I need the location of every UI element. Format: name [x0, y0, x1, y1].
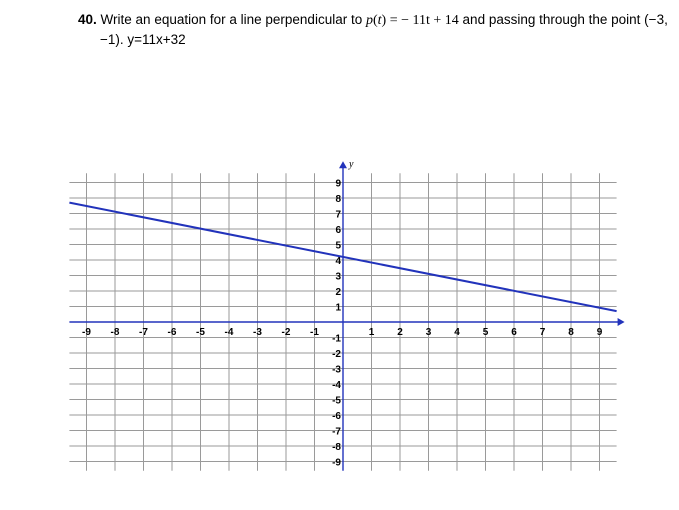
- y-tick-label: 4: [335, 256, 341, 267]
- x-tick-label: 3: [426, 327, 432, 338]
- y-tick-label: -7: [332, 427, 341, 438]
- x-tick-label: -4: [225, 327, 234, 338]
- x-tick-label: 5: [483, 327, 489, 338]
- y-tick-label: -4: [332, 380, 341, 391]
- axes: y: [69, 159, 625, 471]
- y-axis-arrow-icon: [339, 161, 347, 169]
- x-tick-label: 4: [454, 327, 460, 338]
- y-tick-label: -6: [332, 411, 341, 422]
- question-point: and passing through the point (−3,: [462, 12, 668, 27]
- question-text: 40. Write an equation for a line perpend…: [78, 10, 668, 49]
- question-prompt: Write an equation for a line perpendicul…: [100, 12, 363, 27]
- x-tick-label: 2: [397, 327, 403, 338]
- plotted-line: [69, 201, 617, 313]
- y-tick-label: -5: [332, 396, 341, 407]
- y-tick-label: 9: [335, 179, 341, 190]
- x-tick-label: -5: [196, 327, 205, 338]
- x-tick-label: 8: [568, 327, 574, 338]
- answer-line: −1). y=11x+32: [100, 32, 186, 47]
- y-tick-label: -1: [332, 334, 341, 345]
- y-tick-label: 8: [335, 194, 341, 205]
- x-tick-label: -3: [253, 327, 262, 338]
- y-axis-label: y: [348, 159, 354, 170]
- x-tick-label: 1: [369, 327, 375, 338]
- y-tick-label: 6: [335, 225, 341, 236]
- function-name: p: [365, 13, 373, 28]
- y-tick-label: -8: [332, 442, 341, 453]
- y-tick-label: 2: [335, 287, 341, 298]
- y-tick-label: 3: [335, 272, 341, 283]
- x-tick-label: -8: [111, 327, 120, 338]
- x-tick-label: -9: [82, 327, 91, 338]
- y-tick-label: -2: [332, 349, 341, 360]
- x-tick-label: -2: [282, 327, 291, 338]
- x-tick-label: -7: [139, 327, 148, 338]
- function-rhs: = − 11t + 14: [389, 13, 459, 28]
- x-tick-label: -6: [168, 327, 177, 338]
- tick-labels: -9 -8 -7 -6 -5 -4 -3 -2 -1 1 2 3 4 5 6 7 8 9 9 8 7 6 5 4 3 2 1 -1 -2…: [82, 179, 603, 469]
- x-tick-label: 7: [540, 327, 546, 338]
- y-tick-label: 1: [335, 303, 341, 314]
- y-tick-label: 7: [335, 210, 341, 221]
- x-tick-label: 6: [511, 327, 517, 338]
- x-tick-label: -1: [310, 327, 319, 338]
- y-tick-label: -3: [332, 365, 341, 376]
- function-expression: p(t) = − 11t + 14: [365, 13, 459, 28]
- x-tick-label: 9: [597, 327, 603, 338]
- plotted-lines: [69, 201, 617, 313]
- question-number: 40.: [78, 12, 97, 27]
- x-axis-arrow-icon: [617, 318, 625, 326]
- y-tick-label: 5: [335, 241, 341, 252]
- y-tick-label: -9: [332, 458, 341, 469]
- function-variable: t: [377, 13, 382, 28]
